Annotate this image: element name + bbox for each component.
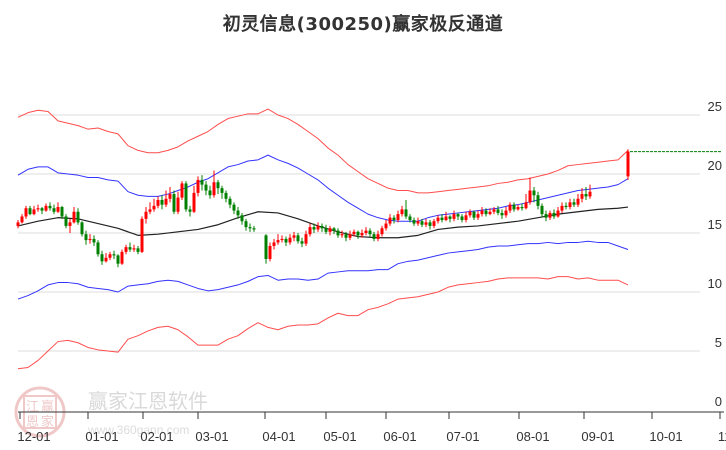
inner_lower-line <box>17 240 629 300</box>
watermark-brand: 赢家江恩软件 <box>88 389 208 413</box>
y-tick-label: 25 <box>708 99 722 114</box>
middle-line <box>17 206 629 239</box>
svg-text:江: 江 <box>26 400 39 415</box>
x-tick-label: 07-01 <box>446 429 479 444</box>
x-tick-label: 10-01 <box>649 429 682 444</box>
x-tick-label: 06-01 <box>383 429 416 444</box>
x-tick-label: 08-01 <box>516 429 549 444</box>
chart-title: 初灵信息(300250)赢家极反通道 <box>222 14 504 35</box>
x-axis: 12-01 01-01 02-01 03-01 04-01 05-01 06-01 07-01… <box>17 411 726 444</box>
x-tick-label: 11-01 <box>718 429 726 444</box>
svg-text:恩: 恩 <box>26 415 39 430</box>
x-tick-label: 04-01 <box>262 429 295 444</box>
svg-text:家: 家 <box>41 414 54 430</box>
watermark-seal-icon: 江 赢 恩 家 <box>14 386 66 438</box>
outer_lower-line <box>17 276 629 370</box>
candlesticks <box>16 149 630 268</box>
watermark: 江 赢 恩 家 赢家江恩软件 www.360gann.com <box>14 386 208 438</box>
y-tick-label: 10 <box>708 276 722 291</box>
inner_upper-line <box>17 154 629 222</box>
y-tick-label: 5 <box>715 335 722 350</box>
outer_upper-line <box>17 108 629 194</box>
x-tick-label: 09-01 <box>581 429 614 444</box>
x-tick-label: 12-01 <box>17 429 50 444</box>
y-axis: 0 5 10 15 20 25 <box>708 99 722 409</box>
x-tick-label: 02-01 <box>140 429 173 444</box>
x-tick-label: 01-01 <box>85 429 118 444</box>
x-tick-label: 03-01 <box>195 429 228 444</box>
y-tick-label: 0 <box>715 394 722 409</box>
x-tick-label: 05-01 <box>323 429 356 444</box>
svg-text:赢: 赢 <box>41 399 54 415</box>
watermark-url: www.360gann.com <box>87 423 189 437</box>
y-tick-label: 15 <box>708 217 722 232</box>
channel-lines <box>17 108 629 370</box>
y-tick-label: 20 <box>708 158 722 173</box>
